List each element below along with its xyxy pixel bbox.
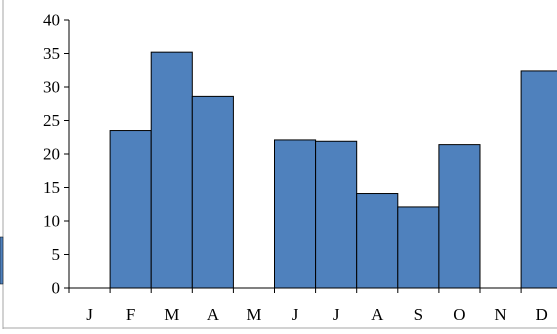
legend-swatch: [0, 236, 4, 285]
x-tick-label: F: [126, 305, 135, 324]
y-tick-label: 40: [43, 11, 60, 30]
x-tick-label: S: [414, 305, 423, 324]
x-tick-label: A: [207, 305, 220, 324]
bar-11: [520, 70, 557, 289]
y-tick-label: 30: [43, 78, 60, 97]
x-tick-label: M: [246, 305, 261, 324]
bar-3: [191, 95, 234, 289]
bars: [109, 51, 557, 289]
bar-9: [438, 144, 481, 289]
y-tick-label: 0: [52, 279, 61, 298]
x-tick-label: J: [333, 305, 340, 324]
bar-2: [150, 51, 193, 289]
y-axis: 0 5 10 15 20 25 30 35 40: [43, 11, 70, 298]
y-tick-label: 15: [43, 178, 60, 197]
y-tick-label: 20: [43, 145, 60, 164]
x-tick-label: N: [494, 305, 506, 324]
x-tick-label: A: [371, 305, 384, 324]
x-tick-label: D: [536, 305, 548, 324]
x-tick-label: M: [164, 305, 179, 324]
bar-7: [356, 193, 399, 289]
x-tick-label: J: [292, 305, 299, 324]
y-tick-label: 25: [43, 111, 60, 130]
bar-5: [274, 139, 317, 289]
x-tick-label: J: [86, 305, 93, 324]
y-tick-label: 5: [52, 245, 61, 264]
bar-8: [397, 206, 440, 289]
bar-6: [315, 140, 358, 289]
y-tick-label: 35: [43, 44, 60, 63]
bar-1: [109, 130, 152, 289]
x-tick-label: O: [453, 305, 465, 324]
y-tick-label: 10: [43, 212, 60, 231]
